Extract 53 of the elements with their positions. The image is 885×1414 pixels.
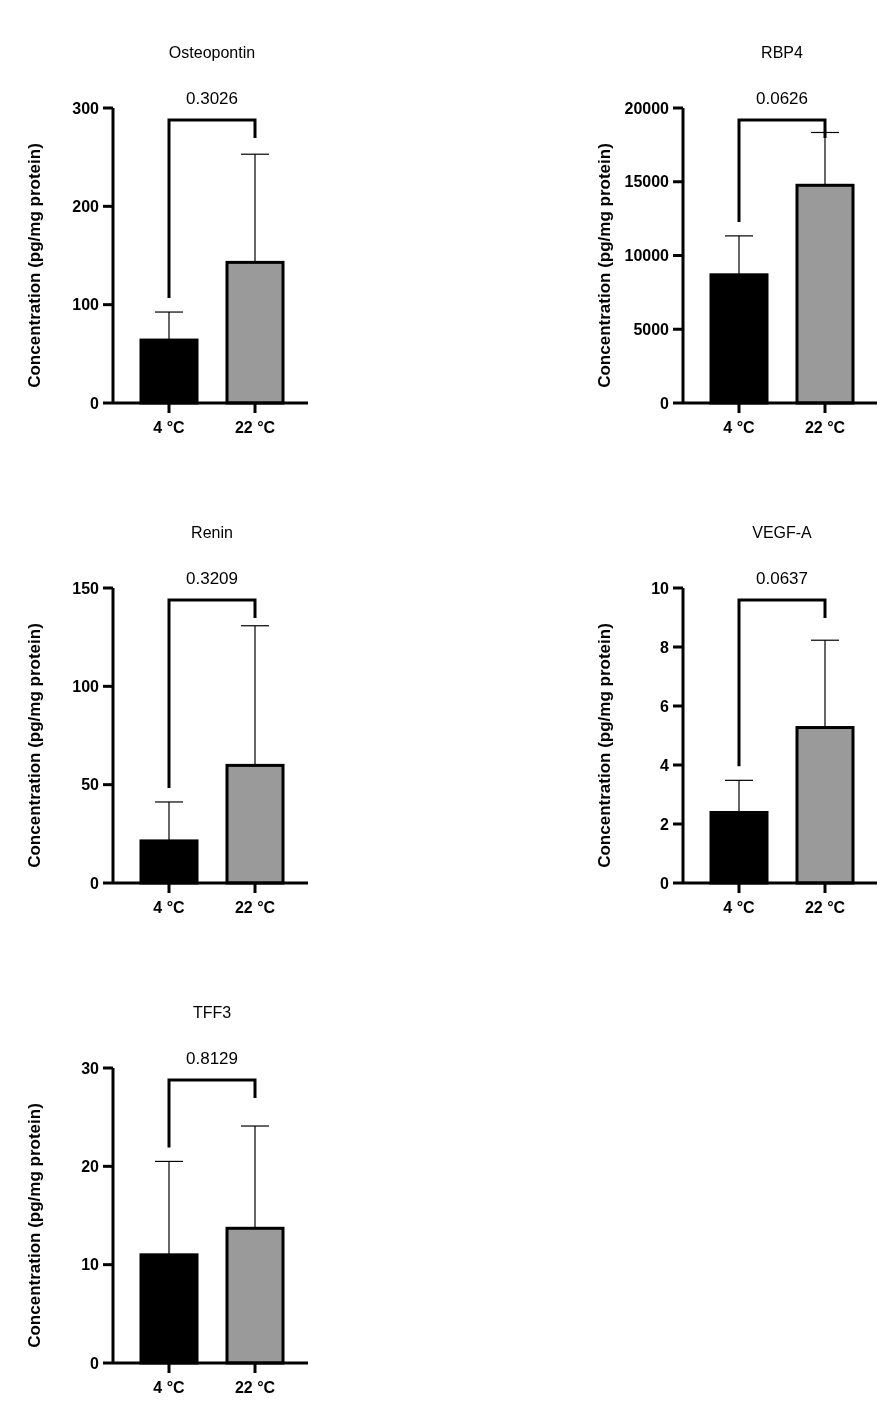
significance-bracket: 0.0637	[737, 569, 827, 767]
significance-bracket: 0.8129	[167, 1049, 257, 1148]
y-tick-label: 100	[72, 677, 100, 695]
y-tick-label: 10	[651, 579, 670, 597]
chart-title: VEGF-A	[752, 524, 813, 541]
y-axis-title: Concentration (pg/mg protein)	[25, 1103, 44, 1348]
y-axis-title: Concentration (pg/mg protein)	[25, 623, 44, 868]
annotation: 0.3209	[186, 569, 238, 588]
x-tick-label: 22 °C	[234, 899, 276, 916]
y-tick-label: 5000	[633, 320, 670, 338]
y-axis-title: Concentration (pg/mg protein)	[25, 143, 44, 388]
x-tick-label: 22 °C	[234, 1379, 276, 1396]
y-tick-label: 300	[72, 99, 100, 117]
chart-title: TFF3	[192, 1004, 232, 1021]
y-axis-title: Concentration (pg/mg protein)	[595, 623, 614, 868]
x-tick-label: 4 °C	[723, 419, 756, 436]
y-tick-label: 15000	[624, 173, 670, 191]
annotation: 0.0637	[756, 569, 808, 588]
y-tick-label: 100	[72, 296, 100, 314]
y-tick-label: 200	[72, 197, 100, 215]
y-tick-label: 6	[660, 697, 670, 715]
x-tick-label: 4 °C	[153, 1379, 186, 1396]
annotation: 0.3026	[186, 89, 238, 108]
y-tick-label: 0	[90, 394, 100, 412]
y-tick-label: 30	[81, 1059, 100, 1077]
significance-bracket: 0.3209	[167, 569, 257, 788]
y-tick-label: 0	[660, 874, 670, 892]
significance-bracket: 0.3026	[167, 89, 257, 299]
chart-title: Renin	[191, 524, 233, 541]
x-tick-label: 4 °C	[153, 419, 186, 436]
y-tick-label: 20	[81, 1157, 100, 1175]
x-tick-label: 22 °C	[804, 419, 846, 436]
y-tick-label: 20000	[624, 99, 670, 117]
y-tick-label: 0	[660, 394, 670, 412]
y-tick-label: 2	[660, 815, 670, 833]
x-tick-label: 4 °C	[153, 899, 186, 916]
chart-title: RBP4	[761, 44, 803, 61]
y-tick-label: 10	[81, 1256, 100, 1274]
x-tick-label: 22 °C	[804, 899, 846, 916]
chart-title: Osteopontin	[168, 44, 256, 61]
y-tick-label: 8	[660, 638, 670, 656]
x-tick-label: 4 °C	[723, 899, 756, 916]
x-tick-label: 22 °C	[234, 419, 276, 436]
y-tick-label: 50	[81, 776, 100, 794]
y-axis-title: Concentration (pg/mg protein)	[595, 143, 614, 388]
significance-bracket: 0.0626	[737, 89, 827, 222]
y-tick-label: 0	[90, 874, 100, 892]
y-tick-label: 150	[72, 579, 100, 597]
y-tick-label: 0	[90, 1354, 100, 1372]
annotation: 0.0626	[756, 89, 808, 108]
annotation: 0.8129	[186, 1049, 238, 1068]
y-tick-label: 10000	[624, 247, 670, 265]
y-tick-label: 4	[660, 756, 670, 774]
